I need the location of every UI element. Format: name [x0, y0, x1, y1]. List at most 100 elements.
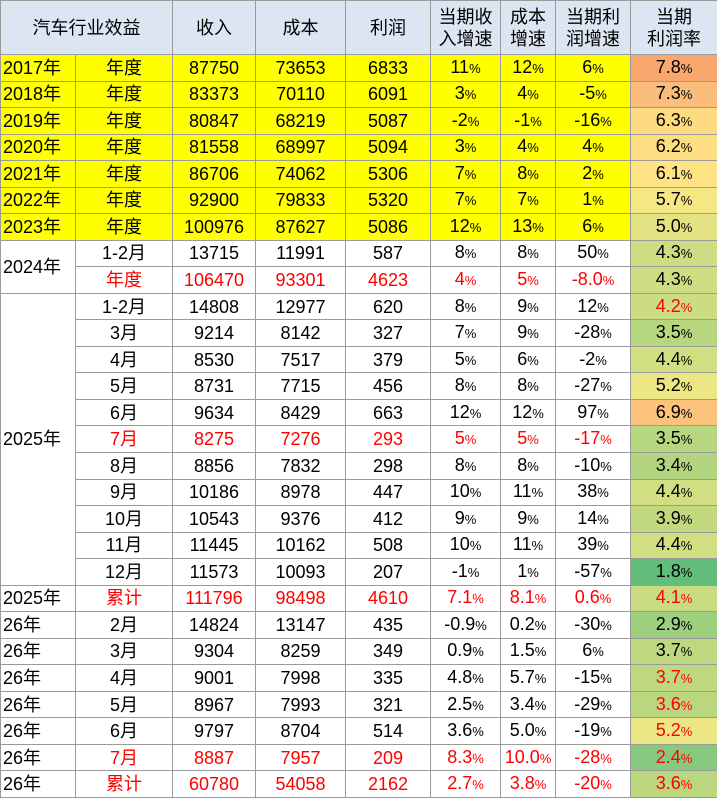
value-cell: 11445	[172, 531, 256, 560]
value-cell: 97%	[555, 398, 631, 427]
table-row: 6月 9634 8429 663 12% 12% 97% 6.9%	[1, 398, 717, 427]
value-cell: 379	[345, 345, 431, 374]
value-cell: 13%	[500, 213, 556, 241]
value-cell: 106470	[172, 266, 256, 294]
period-cell: 10月	[75, 505, 173, 533]
value-cell: 9304	[172, 637, 256, 666]
rate-cell: 7.3%	[630, 80, 717, 109]
period-cell: 年度	[75, 54, 173, 82]
rate-cell: 3.5%	[630, 425, 717, 453]
period-cell: 累计	[75, 584, 173, 613]
period-cell: 5月	[75, 690, 173, 719]
value-cell: 6091	[345, 80, 431, 109]
period-cell: 3月	[75, 319, 173, 347]
period-cell: 年度	[75, 160, 173, 188]
rate-cell: 7.8%	[630, 54, 717, 82]
value-cell: 9%	[500, 292, 556, 321]
rate-cell: 4.4%	[630, 345, 717, 374]
year-cell: 2018年	[0, 80, 76, 109]
value-cell: 4610	[345, 584, 431, 613]
year-cell: 2025年	[0, 292, 76, 586]
column-header: 当期利 润增速	[555, 0, 631, 55]
value-cell: 50%	[555, 239, 631, 268]
value-cell: -8.0%	[555, 266, 631, 294]
value-cell: -10%	[555, 451, 631, 480]
value-cell: 10.0%	[500, 743, 556, 772]
value-cell: 39%	[555, 531, 631, 560]
value-cell: 13147	[255, 611, 346, 639]
value-cell: 7%	[430, 186, 501, 215]
value-cell: 38%	[555, 478, 631, 507]
value-cell: 0.6%	[555, 584, 631, 613]
value-cell: 8429	[255, 398, 346, 427]
value-cell: 8%	[500, 160, 556, 188]
table-row: 5月 8731 7715 456 8% 8% -27% 5.2%	[1, 372, 717, 400]
rate-cell: 6.3%	[630, 107, 717, 135]
value-cell: 111796	[172, 584, 256, 613]
rate-cell: 5.2%	[630, 372, 717, 400]
value-cell: 98498	[255, 584, 346, 613]
value-cell: 80847	[172, 107, 256, 135]
rate-cell: 4.4%	[630, 531, 717, 560]
period-cell: 年度	[75, 80, 173, 109]
value-cell: 7517	[255, 345, 346, 374]
value-cell: -2%	[430, 107, 501, 135]
table-body: 2017年 年度 87750 73653 6833 11% 12% 6% 7.8% 2018年 年度…	[0, 54, 717, 798]
table-row: 2023年 年度 100976 87627 5086 12% 13% 6% 5.0%	[0, 213, 717, 241]
value-cell: 8%	[500, 372, 556, 400]
value-cell: 5306	[345, 160, 431, 188]
value-cell: 7%	[430, 319, 501, 347]
table-row: 26年 6月 9797 8704 514 3.6% 5.0% -19% 5.2%	[0, 717, 717, 745]
value-cell: 60780	[172, 770, 256, 798]
value-cell: 298	[345, 451, 431, 480]
value-cell: 14824	[172, 611, 256, 639]
value-cell: 8%	[430, 239, 501, 268]
value-cell: 5094	[345, 133, 431, 162]
table-row: 年度 106470 93301 4623 4% 5% -8.0% 4.3%	[1, 266, 717, 294]
value-cell: 8%	[430, 451, 501, 480]
rate-cell: 4.3%	[630, 239, 717, 268]
value-cell: 620	[345, 292, 431, 321]
value-cell: 12%	[555, 292, 631, 321]
year-cell: 2023年	[0, 213, 76, 241]
table-row: 11月 11445 10162 508 10% 11% 39% 4.4%	[1, 531, 717, 560]
rate-cell: 3.6%	[630, 770, 717, 798]
year-cell: 26年	[0, 717, 76, 745]
value-cell: 54058	[255, 770, 346, 798]
table-row: 3月 9214 8142 327 7% 9% -28% 3.5%	[1, 319, 717, 347]
year-cell: 26年	[0, 637, 76, 666]
year-cell: 2017年	[0, 54, 76, 82]
value-cell: 2.5%	[430, 690, 501, 719]
value-cell: 86706	[172, 160, 256, 188]
value-cell: 2%	[555, 160, 631, 188]
value-cell: 3%	[430, 133, 501, 162]
value-cell: 7276	[255, 425, 346, 453]
rate-cell: 4.2%	[630, 292, 717, 321]
rate-cell: 2.9%	[630, 611, 717, 639]
value-cell: 4%	[555, 133, 631, 162]
value-cell: 9214	[172, 319, 256, 347]
value-cell: 293	[345, 425, 431, 453]
value-cell: 11%	[500, 478, 556, 507]
value-cell: 9001	[172, 664, 256, 692]
period-cell: 年度	[75, 186, 173, 215]
rate-cell: 3.6%	[630, 690, 717, 719]
value-cell: -19%	[555, 717, 631, 745]
value-cell: 14%	[555, 505, 631, 533]
table-row: 12月 11573 10093 207 -1% 1% -57% 1.8%	[1, 558, 717, 586]
rate-cell: 4.3%	[630, 266, 717, 294]
value-cell: 335	[345, 664, 431, 692]
value-cell: -57%	[555, 558, 631, 586]
value-cell: 9376	[255, 505, 346, 533]
value-cell: 12%	[500, 54, 556, 82]
rate-cell: 4.4%	[630, 478, 717, 507]
rate-cell: 6.1%	[630, 160, 717, 188]
value-cell: 10162	[255, 531, 346, 560]
value-cell: 12%	[430, 213, 501, 241]
value-cell: 9%	[500, 505, 556, 533]
value-cell: 87750	[172, 54, 256, 82]
period-cell: 1-2月	[75, 239, 173, 268]
year-cell: 2024年	[0, 239, 76, 294]
table-row: 26年 7月 8887 7957 209 8.3% 10.0% -28% 2.4%	[0, 743, 717, 772]
table-row: 8月 8856 7832 298 8% 8% -10% 3.4%	[1, 451, 717, 480]
